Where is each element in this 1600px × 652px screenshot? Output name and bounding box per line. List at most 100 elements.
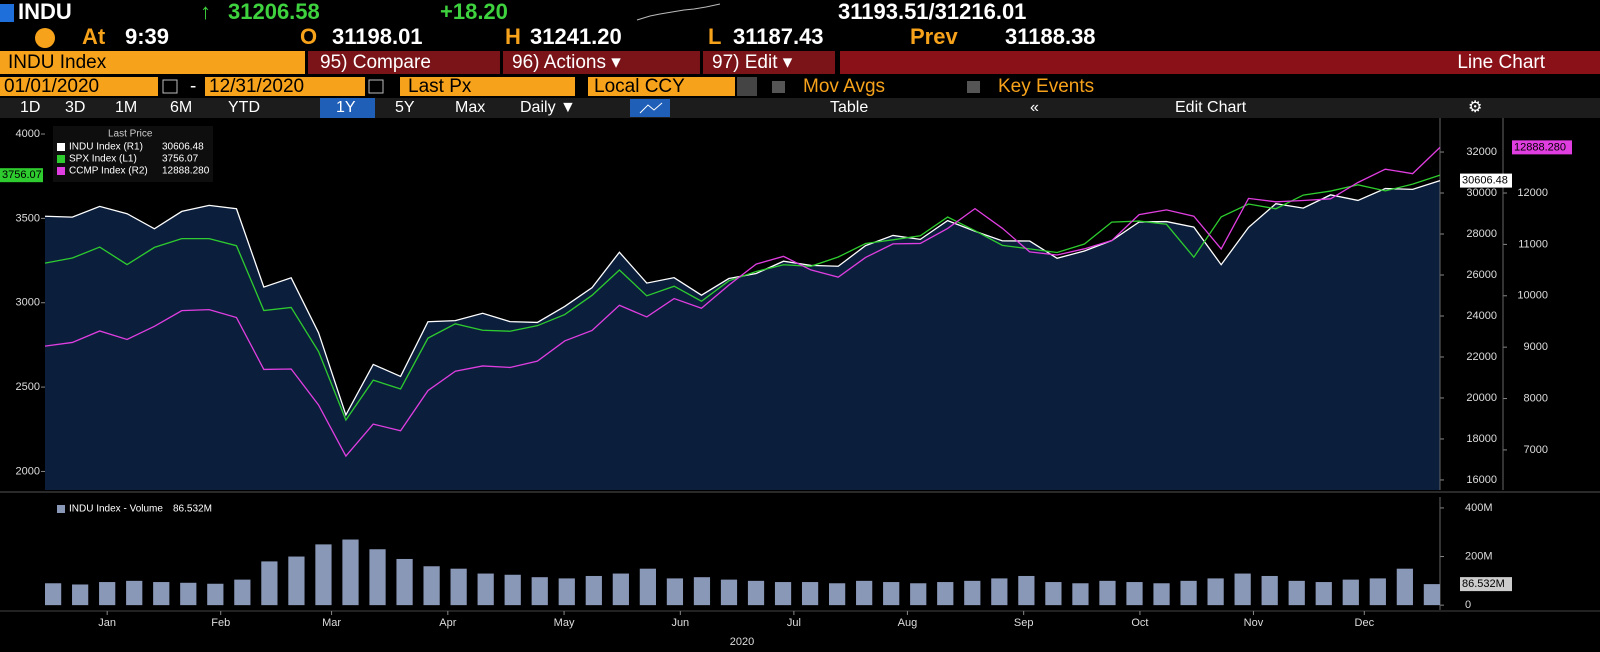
volume-bar	[1423, 584, 1440, 606]
volume-bar	[991, 578, 1008, 606]
volume-bar	[693, 577, 711, 606]
volume-bar	[396, 558, 413, 606]
volume-bar	[1261, 575, 1278, 606]
legend-label: INDU Index (R1)	[69, 142, 143, 153]
legend-swatch	[57, 155, 65, 163]
legend-value: 3756.07	[162, 154, 199, 165]
line-mode[interactable]	[630, 99, 670, 117]
legend-swatch	[57, 505, 65, 513]
up-arrow: ↑	[200, 0, 211, 24]
currency-select[interactable]	[588, 77, 735, 96]
legend-swatch	[57, 167, 65, 175]
volume-bar	[910, 583, 927, 606]
volume-bar	[720, 579, 738, 606]
status-square	[0, 4, 14, 22]
date-field[interactable]	[0, 77, 158, 96]
volume-bar	[1288, 580, 1305, 606]
menu-item[interactable]: 95) Compare	[320, 52, 431, 73]
volume-bar	[477, 573, 494, 606]
menu-button[interactable]	[503, 51, 700, 74]
volume-bar	[423, 566, 440, 606]
y-tick-label: 2000	[16, 465, 40, 477]
y-tick-label: 400M	[1465, 502, 1493, 514]
volume-bar	[1153, 583, 1170, 606]
y-tick-label: 32000	[1466, 146, 1497, 158]
field[interactable]: Last Px	[408, 76, 472, 97]
table-button[interactable]: Table	[830, 99, 868, 116]
x-tick-label: Jul	[787, 617, 801, 629]
volume-bar	[1234, 573, 1251, 606]
y-tick-label: 0	[1465, 599, 1471, 611]
menu-button[interactable]	[308, 51, 500, 74]
checkbox[interactable]	[772, 81, 785, 93]
y-tick-label: 20000	[1466, 392, 1497, 404]
volume-bar	[531, 577, 548, 606]
volume-bar	[1369, 578, 1386, 606]
period-button[interactable]: 1D	[20, 99, 40, 116]
period-button[interactable]: 6M	[170, 99, 192, 116]
x-tick-label: Jan	[98, 617, 116, 629]
key-events[interactable]: Key Events	[998, 76, 1094, 97]
volume-bar	[774, 582, 792, 606]
area	[45, 180, 1440, 491]
legend-label: INDU Index - Volume	[69, 504, 163, 515]
at-label: At	[82, 24, 106, 49]
x-tick-label: Feb	[211, 617, 230, 629]
volume-bar	[342, 539, 359, 606]
x-tick-label: May	[554, 617, 575, 629]
sparkline	[636, 3, 721, 21]
period-button[interactable]: Max	[455, 99, 485, 116]
toolbar	[0, 98, 1600, 118]
frequency[interactable]: Daily ▼	[520, 99, 576, 116]
edit-chart[interactable]: Edit Chart	[1175, 99, 1247, 116]
calendar-icon[interactable]	[368, 79, 384, 94]
period-button[interactable]: 1Y	[336, 99, 356, 116]
start-date[interactable]: 01/01/2020	[4, 76, 99, 97]
last-flag	[1460, 173, 1512, 188]
period-button[interactable]: 3D	[65, 99, 85, 116]
mov-avgs[interactable]: Mov Avgs	[803, 76, 885, 97]
last-value-label: 86.532M	[1462, 578, 1505, 590]
date-dash: -	[190, 76, 196, 97]
volume-bar	[45, 583, 62, 606]
y-tick-label: 200M	[1465, 550, 1493, 562]
collapse[interactable]: «	[1030, 99, 1039, 116]
volume-bar	[450, 568, 467, 606]
period-button[interactable]: YTD	[228, 99, 260, 116]
x-tick-label: Jun	[671, 617, 689, 629]
bid-ask: 31193.51/31216.01	[838, 0, 1026, 24]
title-bar	[840, 51, 1600, 74]
y-tick-label: 28000	[1466, 228, 1497, 240]
y-tick-label: 24000	[1466, 310, 1497, 322]
legend-title: Last Price	[108, 129, 153, 140]
date-field[interactable]	[205, 77, 365, 96]
menu-item[interactable]: 97) Edit ▾	[712, 52, 793, 73]
volume-bar	[126, 580, 143, 606]
security-field[interactable]	[0, 51, 305, 74]
currency[interactable]: Local CCY	[594, 76, 685, 97]
volume-bar	[315, 544, 332, 606]
high: 31241.20	[530, 24, 622, 49]
checkbox[interactable]	[967, 81, 980, 93]
menu-item[interactable]: 96) Actions ▾	[512, 52, 621, 73]
menu-button[interactable]	[703, 51, 835, 74]
field-select[interactable]	[400, 77, 575, 96]
line-icon	[639, 102, 663, 114]
volume-bar	[180, 582, 197, 606]
dropdown[interactable]	[737, 77, 757, 96]
security[interactable]: INDU Index	[8, 52, 107, 73]
volume-bar	[1126, 582, 1143, 606]
volume-bar	[1315, 582, 1332, 606]
period-button[interactable]: 5Y	[395, 99, 415, 116]
volume-bar	[883, 582, 900, 606]
last-value-label: 3756.07	[2, 169, 42, 181]
net-change: +18.20	[440, 0, 508, 24]
volume-bar	[964, 580, 981, 606]
y-tick-label: 3500	[16, 212, 40, 224]
period-button[interactable]: 1M	[115, 99, 137, 116]
selected-period[interactable]	[320, 98, 375, 118]
end-date[interactable]: 12/31/2020	[209, 76, 304, 97]
calendar-icon[interactable]	[162, 79, 178, 94]
gear[interactable]: ⚙	[1468, 99, 1482, 116]
